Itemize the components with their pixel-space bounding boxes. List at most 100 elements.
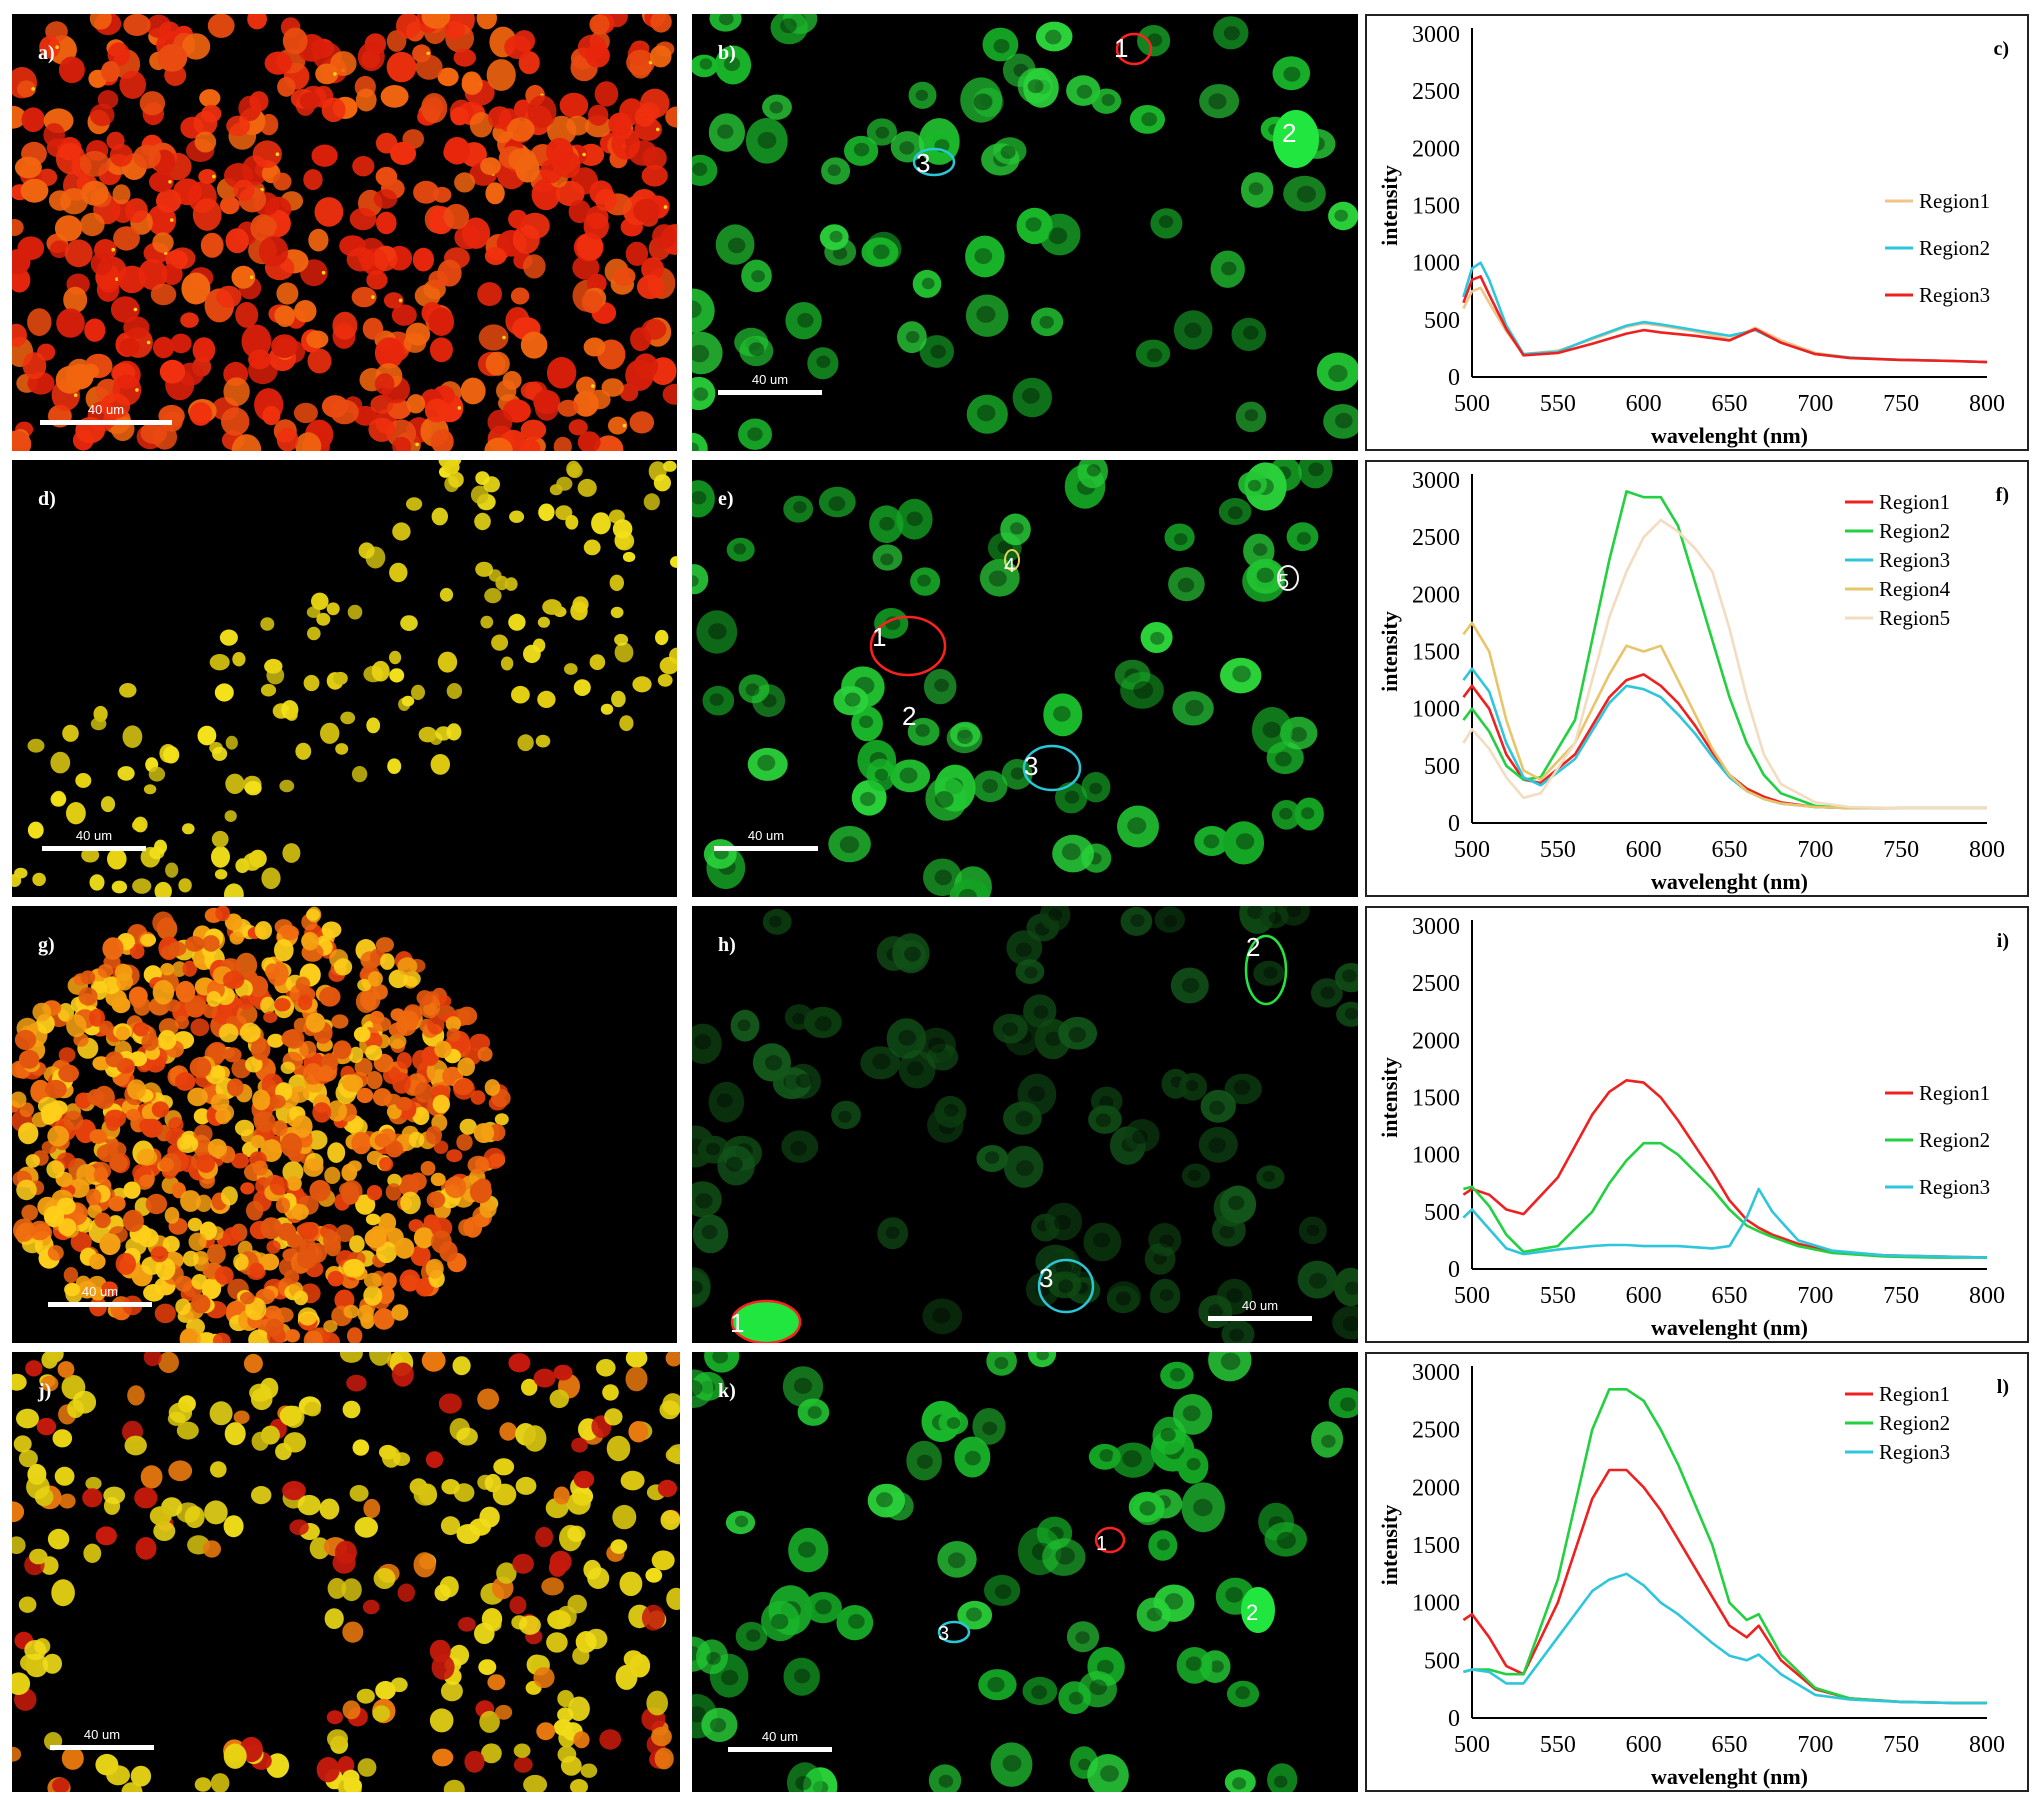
series-line-region3 xyxy=(1462,1187,1988,1259)
panel-label: l) xyxy=(1996,1376,2009,1398)
y-axis-label: intensity xyxy=(1377,1057,1402,1138)
y-tick-label: 3000 xyxy=(1412,22,1460,48)
scale-bar: 40 um xyxy=(714,821,818,851)
x-tick-label: 500 xyxy=(1454,1732,1490,1758)
cell-texture xyxy=(12,460,677,897)
series-line-region3 xyxy=(1462,275,1988,364)
panel-b: 1 2 3 b) 40 um xyxy=(692,14,1358,451)
scale-bar-label: 40 um xyxy=(751,372,789,387)
y-tick-label: 2500 xyxy=(1412,525,1460,551)
roi-1-outline xyxy=(869,615,947,677)
y-tick-label: 1000 xyxy=(1412,1143,1460,1169)
y-axis-label: intensity xyxy=(1377,611,1402,692)
series-line-region2 xyxy=(1463,1388,1987,1705)
scale-bar: 40 um xyxy=(40,395,172,425)
roi-2-label: 2 xyxy=(1246,1600,1258,1625)
x-axis-label: wavelenght (nm) xyxy=(1651,1315,1808,1340)
roi-overlay-h: 1 2 3 xyxy=(730,932,1288,1343)
y-tick-label: 2000 xyxy=(1412,1475,1460,1501)
y-tick-label: 1500 xyxy=(1412,640,1460,666)
panel-j: j) 40 um xyxy=(12,1352,680,1792)
y-tick-label: 1000 xyxy=(1412,697,1460,723)
roi-3-label: 3 xyxy=(1039,1263,1053,1293)
series-line-region2 xyxy=(1462,490,1987,810)
legend-label-region3: Region3 xyxy=(1919,283,1990,307)
y-tick-label: 3000 xyxy=(1412,468,1460,494)
roi-1-label: 1 xyxy=(1114,33,1128,63)
series-line-region1 xyxy=(1462,673,1987,810)
panel-label: a) xyxy=(38,42,55,64)
x-tick-label: 650 xyxy=(1712,837,1748,863)
series-line-region5 xyxy=(1462,518,1987,810)
roi-5-outline xyxy=(1277,565,1299,591)
panel-label: i) xyxy=(1996,930,2009,952)
scale-bar: 40 um xyxy=(48,1277,152,1307)
legend-label-region2: Region2 xyxy=(1879,1411,1950,1435)
panel-label: h) xyxy=(718,934,736,956)
roi-3-outline xyxy=(912,147,956,177)
panel-label: f) xyxy=(1995,484,2009,506)
y-tick-label: 2000 xyxy=(1412,1028,1460,1054)
x-tick-label: 550 xyxy=(1540,837,1576,863)
x-tick-label: 700 xyxy=(1797,391,1833,417)
x-axis-label: wavelenght (nm) xyxy=(1651,869,1808,894)
y-tick-label: 0 xyxy=(1448,811,1460,837)
roi-3-outline xyxy=(1037,1258,1095,1314)
x-tick-label: 550 xyxy=(1540,1732,1576,1758)
series-line-region2 xyxy=(1463,1141,1987,1259)
roi-3-label: 3 xyxy=(938,1623,949,1645)
x-tick-label: 500 xyxy=(1454,1283,1490,1309)
legend-label-region2: Region2 xyxy=(1919,236,1990,260)
scale-bar: 40 um xyxy=(42,821,146,851)
y-tick-label: 2500 xyxy=(1412,971,1460,997)
panel-label: g) xyxy=(38,934,55,956)
cell-texture xyxy=(12,14,677,451)
scale-bar-label: 40 um xyxy=(761,1729,799,1744)
panel-e: 1 2 3 4 5 e) 40 um xyxy=(692,460,1358,897)
legend-label-region1: Region1 xyxy=(1879,490,1950,514)
x-tick-label: 800 xyxy=(1969,391,2005,417)
panel-k: 1 2 3 k) 40 um xyxy=(692,1352,1358,1792)
cells-image-j xyxy=(12,1352,680,1792)
cells-image-k xyxy=(692,1352,1358,1792)
roi-1-outline xyxy=(730,1299,802,1343)
y-tick-label: 0 xyxy=(1448,1257,1460,1283)
series-line-region2 xyxy=(1462,261,1988,364)
roi-4-outline xyxy=(1004,549,1020,571)
x-tick-label: 750 xyxy=(1883,837,1919,863)
roi-2-label: 2 xyxy=(902,701,916,731)
y-axis-label: intensity xyxy=(1377,1505,1402,1586)
panel-a: a) 40 um xyxy=(12,14,677,451)
series-line-region4 xyxy=(1462,621,1987,810)
x-tick-label: 600 xyxy=(1626,1732,1662,1758)
roi-4-label: 4 xyxy=(1004,555,1015,577)
y-tick-label: 0 xyxy=(1448,1706,1460,1732)
legend-label-region4: Region4 xyxy=(1879,577,1951,601)
x-tick-label: 800 xyxy=(1969,837,2005,863)
scale-bar-label: 40 um xyxy=(1241,1298,1279,1313)
y-tick-label: 0 xyxy=(1448,365,1460,391)
legend-label-region3: Region3 xyxy=(1879,548,1950,572)
y-tick-label: 500 xyxy=(1424,1648,1460,1674)
series-line-region1 xyxy=(1462,1079,1988,1259)
legend-label-region5: Region5 xyxy=(1879,606,1950,630)
roi-1-outline xyxy=(1115,32,1153,66)
cells-image-d xyxy=(12,460,677,897)
scale-bar-label: 40 um xyxy=(75,828,113,843)
y-tick-label: 2500 xyxy=(1412,79,1460,105)
panel-label: j) xyxy=(38,1380,52,1402)
y-tick-label: 2500 xyxy=(1412,1418,1460,1444)
panel-label: c) xyxy=(1993,38,2009,60)
scale-bar-label: 40 um xyxy=(747,828,785,843)
x-tick-label: 800 xyxy=(1969,1732,2005,1758)
x-tick-label: 600 xyxy=(1626,1283,1662,1309)
cell-texture xyxy=(12,906,511,1343)
cell-texture xyxy=(692,1352,1358,1792)
panel-d: d) 40 um xyxy=(12,460,677,897)
roi-2-label: 2 xyxy=(1246,932,1260,962)
cells-image-e xyxy=(692,460,1333,897)
legend-label-region2: Region2 xyxy=(1879,519,1950,543)
x-axis-label: wavelenght (nm) xyxy=(1651,1764,1808,1789)
